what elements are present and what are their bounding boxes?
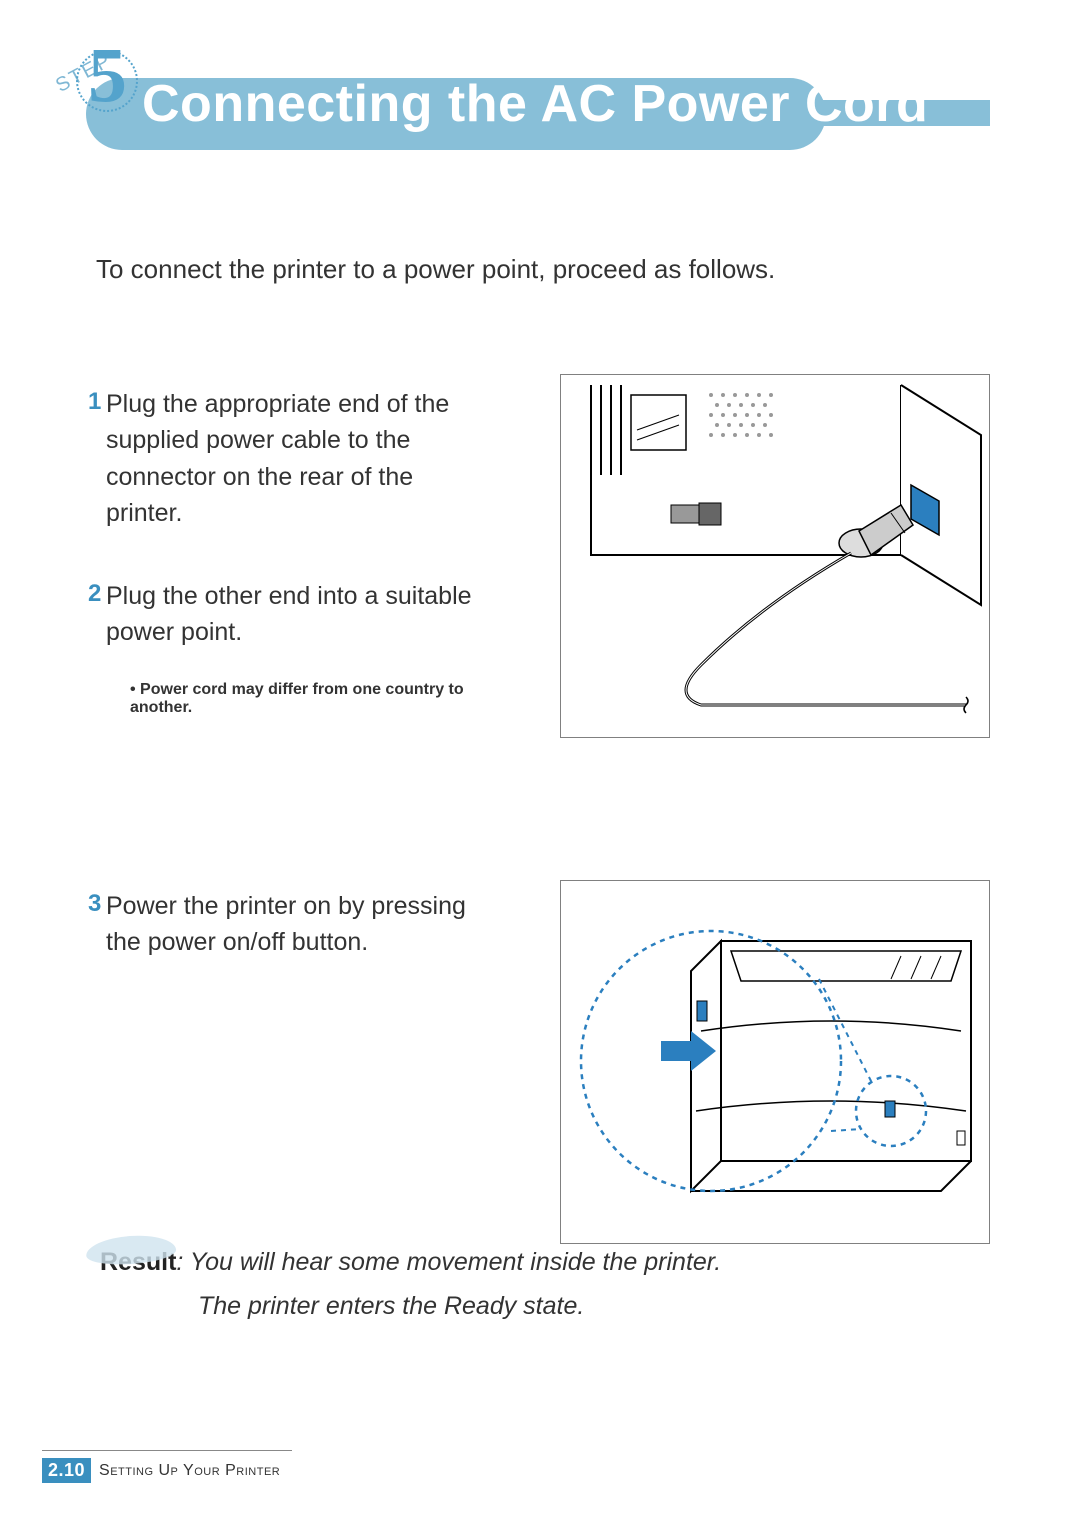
step-2-bullet: • Power cord may differ from one country… (130, 681, 486, 717)
step-1-text: Plug the appropriate end of the supplied… (106, 386, 486, 531)
step-2-text: Plug the other end into a suitable power… (106, 578, 486, 651)
step-3: 3 Power the printer on by pressing the p… (106, 888, 486, 961)
figure-power-cord (560, 374, 990, 738)
result-block: Result: You will hear some movement insi… (100, 1244, 900, 1325)
step-2-bullet-text: Power cord may differ from one country t… (130, 681, 464, 716)
step-2-number: 2 (88, 580, 101, 608)
printer-button-icon (561, 881, 989, 1243)
intro-text: To connect the printer to a power point,… (96, 254, 775, 285)
step-number-large: 5 (88, 30, 127, 120)
page-footer: 2.10 Setting Up Your Printer (42, 1458, 280, 1483)
printer-rear-icon (561, 375, 989, 737)
step-1: 1 Plug the appropriate end of the suppli… (106, 386, 486, 531)
step-1-number: 1 (88, 388, 101, 416)
page-number-box: 2.10 (42, 1458, 91, 1483)
step-3-text: Power the printer on by pressing the pow… (106, 888, 486, 961)
result-line1: You will hear some movement inside the p… (190, 1248, 721, 1276)
result-line2: The printer enters the Ready state. (198, 1288, 900, 1326)
step-2: 2 Plug the other end into a suitable pow… (106, 578, 486, 717)
page-title: Connecting the AC Power Cord (142, 74, 928, 134)
footer-section: Setting Up Your Printer (99, 1462, 280, 1480)
manual-page: STEP 5 Connecting the AC Power Cord To c… (0, 0, 1080, 1526)
step-3-number: 3 (88, 890, 101, 918)
figure-power-button (560, 880, 990, 1244)
bullet-icon: • (130, 681, 140, 698)
footer-rule (42, 1450, 292, 1451)
